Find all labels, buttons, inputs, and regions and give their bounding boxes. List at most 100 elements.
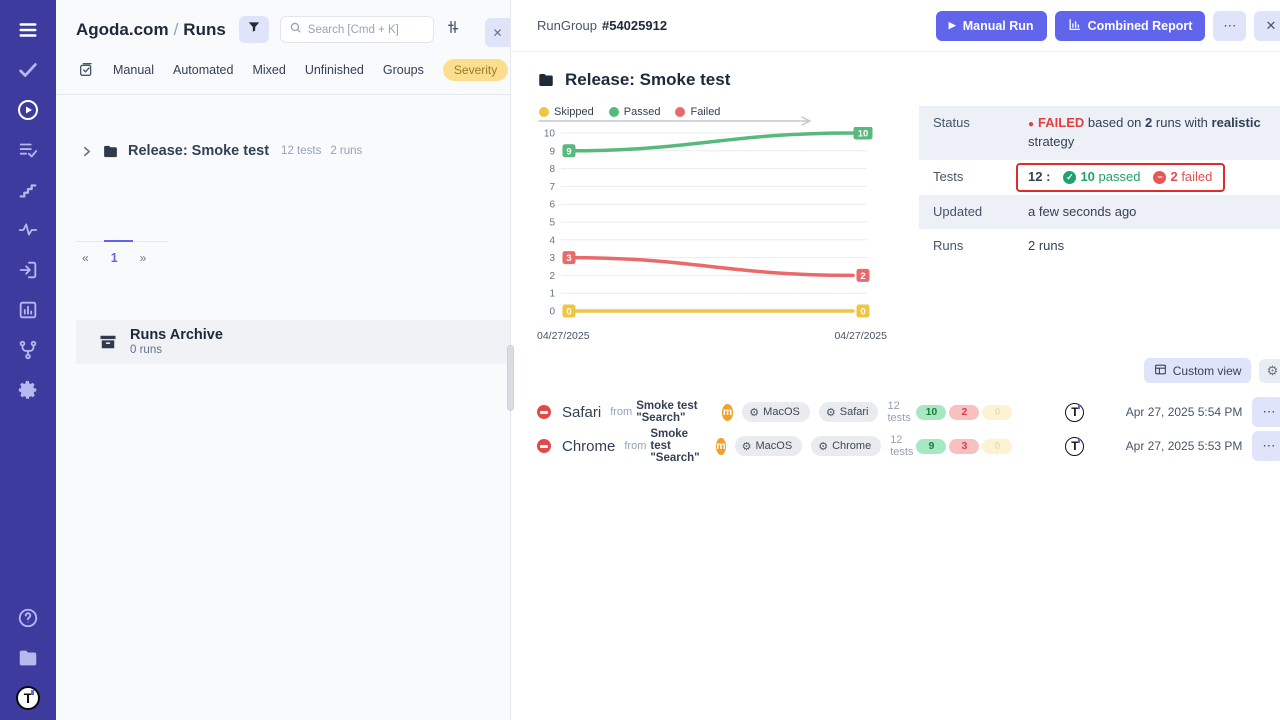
tests-row: Tests 12 : ✓ 10 passed −2 failed xyxy=(919,160,1280,195)
env-pill-browser[interactable]: ⚙ Chrome xyxy=(811,436,882,456)
svg-text:1: 1 xyxy=(549,289,555,300)
run-row-safari[interactable]: Safari from Smoke test "Search" m ⚙ MacOS… xyxy=(537,397,1280,427)
legend-failed[interactable]: Failed xyxy=(675,106,720,118)
breadcrumb-separator: / xyxy=(173,19,179,39)
run-source: Smoke test "Search" xyxy=(650,428,700,464)
chevron-right-icon[interactable] xyxy=(80,145,93,158)
analytics-chart-icon[interactable] xyxy=(16,298,40,322)
menu-icon[interactable] xyxy=(16,18,40,42)
env-pill-macos[interactable]: ⚙ MacOS xyxy=(742,402,810,422)
import-icon[interactable] xyxy=(16,258,40,282)
svg-text:9: 9 xyxy=(566,146,571,157)
settings-gear-icon[interactable] xyxy=(16,378,40,402)
pagination-prev-button[interactable]: « xyxy=(82,251,89,265)
test-plans-icon[interactable] xyxy=(16,138,40,162)
gear-icon: ⚙ xyxy=(825,406,836,419)
page-title: Runs xyxy=(183,19,226,39)
reporter-logo-icon: T xyxy=(1065,436,1085,456)
failed-status-icon xyxy=(537,405,551,419)
detail-title-row: Release: Smoke test xyxy=(537,70,1280,90)
svg-text:4: 4 xyxy=(549,235,555,246)
svg-text:2: 2 xyxy=(860,271,865,282)
pagination-next-button[interactable]: » xyxy=(139,251,147,265)
run-row-chrome[interactable]: Chrome from Smoke test "Search" m ⚙ MacOS… xyxy=(537,428,1280,464)
skipped-count-pill: 0 xyxy=(982,438,1013,454)
ellipsis-icon: ⋯ xyxy=(1262,404,1276,419)
runs-archive-row[interactable]: Runs Archive 0 runs xyxy=(76,320,510,364)
run-more-button[interactable]: ⋯ xyxy=(1252,397,1280,427)
passed-count-pill: 9 xyxy=(916,438,947,454)
tab-severity[interactable]: Severity xyxy=(442,59,509,81)
app-logo[interactable]: T xyxy=(16,686,40,710)
tests-check-icon[interactable] xyxy=(16,58,40,82)
breadcrumb: Agoda.com / Runs xyxy=(76,20,226,40)
report-chart-icon xyxy=(1068,18,1081,34)
run-group-tree-item[interactable]: Release: Smoke test 12 tests 2 runs xyxy=(80,135,510,167)
x-label-end: 04/27/2025 xyxy=(834,330,887,342)
svg-text:3: 3 xyxy=(566,253,571,264)
help-icon[interactable] xyxy=(16,606,40,630)
passed-dot-icon xyxy=(608,107,619,117)
milestones-stairs-icon[interactable] xyxy=(16,178,40,202)
tab-manual[interactable]: Manual xyxy=(113,63,154,77)
app-sidebar: T xyxy=(0,0,56,720)
pulse-activity-icon[interactable] xyxy=(16,218,40,242)
tab-unfinished[interactable]: Unfinished xyxy=(304,63,364,77)
minus-circle-icon: − xyxy=(1153,170,1167,184)
search-box xyxy=(279,16,434,43)
legend-passed[interactable]: Passed xyxy=(608,106,660,118)
folder-icon xyxy=(102,143,119,160)
svg-text:8: 8 xyxy=(549,164,555,175)
combined-report-button[interactable]: Combined Report xyxy=(1054,10,1206,41)
run-more-button[interactable]: ⋯ xyxy=(1252,431,1280,461)
runs-label: Runs xyxy=(933,238,964,254)
sliders-icon[interactable] xyxy=(445,19,461,40)
manual-badge: m xyxy=(721,403,734,421)
run-name: Chrome xyxy=(562,437,616,455)
gear-icon: ⚙ xyxy=(818,440,829,453)
funnel-icon xyxy=(247,20,261,39)
runs-list-panel: Agoda.com/Runs ✕ Manual Automated Mixed … xyxy=(56,0,514,720)
gear-icon: ⚙ xyxy=(749,406,760,419)
updated-label: Updated xyxy=(933,203,983,219)
svg-text:3: 3 xyxy=(549,253,555,264)
env-pill-macos[interactable]: ⚙ MacOS xyxy=(734,436,803,456)
panel-resize-handle[interactable] xyxy=(507,345,514,411)
archive-title: Runs Archive xyxy=(130,327,223,344)
failed-count-pill: 2 xyxy=(949,404,980,420)
tab-groups[interactable]: Groups xyxy=(382,63,424,77)
view-settings-gear-button[interactable]: ⚙ xyxy=(1259,358,1280,383)
archive-runs-count: 0 runs xyxy=(130,343,162,356)
custom-view-row: Custom view ⚙ xyxy=(537,358,1280,383)
tab-mixed[interactable]: Mixed xyxy=(252,63,286,77)
search-input[interactable] xyxy=(307,23,418,36)
x-label-start: 04/27/2025 xyxy=(537,330,590,342)
runs-play-icon[interactable] xyxy=(16,98,40,122)
collapse-panel-button[interactable]: ✕ xyxy=(485,18,510,47)
updated-value: a few seconds ago xyxy=(1028,203,1137,219)
failed-count-pill: 3 xyxy=(949,438,980,454)
projects-folder-icon[interactable] xyxy=(16,646,40,670)
failed-dot-icon xyxy=(675,107,686,117)
play-icon: ▶ xyxy=(948,20,956,30)
env-pill-browser[interactable]: ⚙ Safari xyxy=(818,402,879,422)
failed-dot-icon: ● xyxy=(1028,119,1035,130)
legend-skipped[interactable]: Skipped xyxy=(539,106,594,118)
branches-fork-icon[interactable] xyxy=(16,338,40,362)
pagination-page-1[interactable]: 1 xyxy=(110,251,118,265)
filter-button[interactable] xyxy=(238,16,269,43)
failed-status-icon xyxy=(537,439,551,453)
chart-legend: Skipped Passed Failed xyxy=(537,106,903,118)
tests-failed: −2 failed xyxy=(1153,168,1212,187)
run-timestamp: Apr 27, 2025 5:54 PM xyxy=(1125,405,1243,419)
select-all-icon[interactable] xyxy=(78,62,94,78)
svg-text:0: 0 xyxy=(549,307,555,318)
close-detail-button[interactable]: ✕ xyxy=(1254,10,1280,41)
status-state: FAILED xyxy=(1038,115,1085,130)
more-actions-button[interactable]: ⋯ xyxy=(1213,10,1247,41)
run-tests-count: 12 tests xyxy=(890,434,914,458)
tab-automated[interactable]: Automated xyxy=(173,63,234,77)
manual-run-button[interactable]: ▶ Manual Run xyxy=(935,10,1047,41)
svg-text:10: 10 xyxy=(544,129,556,140)
custom-view-button[interactable]: Custom view xyxy=(1143,358,1252,383)
